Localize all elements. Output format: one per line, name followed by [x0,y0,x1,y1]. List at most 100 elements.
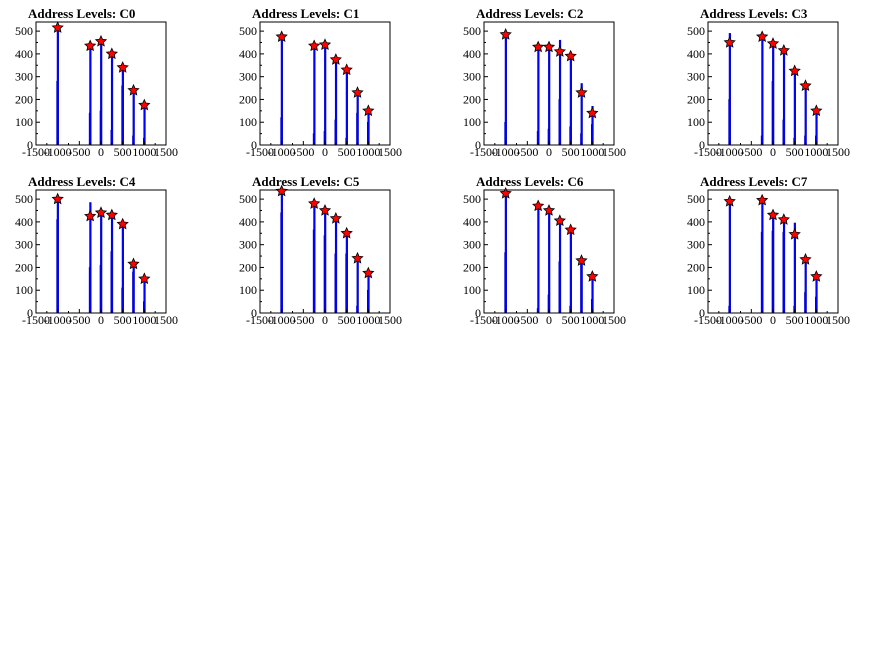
peak-marker [532,40,545,53]
x-tick-label: 500 [562,145,580,159]
histogram-bar [537,205,540,314]
y-tick-label: 200 [463,260,481,274]
x-tick-label: 1000 [356,313,380,327]
x-tick-label: 500 [786,145,804,159]
x-tick-label: 1000 [804,313,828,327]
x-tick-label: -500 [516,313,538,327]
histogram-bar [280,36,283,146]
x-tick-label: -1000 [44,145,72,159]
peak-marker [84,39,97,52]
histogram-bar [356,92,359,146]
x-tick-label: 1000 [356,145,380,159]
y-tick-label: 400 [687,215,705,229]
peak-marker [799,252,812,265]
peak-marker [138,272,151,285]
peak-marker [766,37,780,49]
peak-marker [766,208,780,221]
peak-marker [586,106,599,119]
histogram-bar [761,199,764,314]
x-tick-label: -1000 [492,313,520,327]
y-tick-label: 200 [239,260,257,274]
chart-title: Address Levels: C0 [28,6,135,21]
x-tick-label: 0 [546,313,552,327]
histogram-bar [548,46,551,146]
y-tick-label: 200 [239,92,257,106]
histogram-bar [313,203,316,314]
x-tick-label: -1500 [694,145,722,159]
chart-panel-c7: Address Levels: C70100200300400500-1500-… [687,174,850,327]
histogram-bar [143,278,146,314]
y-tick-label: 100 [463,283,481,297]
peak-marker [553,214,566,226]
peak-marker [810,270,823,282]
x-tick-label: -1500 [22,145,50,159]
histogram-bar [121,67,124,146]
chart-title: Address Levels: C4 [28,174,136,189]
x-tick-label: -500 [292,313,314,327]
histogram-bar [324,210,327,314]
y-tick-label: 400 [463,47,481,61]
histogram-bar [558,220,562,314]
y-tick-label: 300 [15,238,33,252]
peak-marker [105,47,118,60]
x-tick-label: -1500 [246,145,274,159]
peak-marker [275,184,288,197]
chart-title: Address Levels: C3 [700,6,808,21]
peak-marker [308,197,321,209]
histogram-bar [334,218,338,314]
x-tick-label: 1500 [154,145,178,159]
histogram-bar [580,260,583,314]
chart-panel-c3: Address Levels: C30100200300400500-1500-… [687,6,850,159]
peak-marker [84,209,97,222]
y-tick-label: 0 [27,138,33,152]
chart-title: Address Levels: C1 [252,6,359,21]
y-tick-label: 100 [687,115,705,129]
histogram-bar [504,34,507,146]
peak-marker [553,45,566,57]
y-tick-label: 400 [687,47,705,61]
y-tick-label: 500 [463,192,481,206]
y-tick-label: 500 [687,24,705,38]
peak-marker [542,204,556,216]
histogram-bar [56,27,59,146]
peak-marker [340,226,353,239]
histogram-bar [313,45,316,146]
y-tick-label: 0 [251,306,257,320]
histogram-bar [569,55,572,146]
y-tick-label: 500 [239,192,257,206]
histogram-bar [280,190,283,314]
x-tick-label: 1000 [132,145,156,159]
x-tick-label: 0 [322,145,328,159]
y-tick-label: 500 [463,24,481,38]
y-tick-label: 0 [475,138,481,152]
y-tick-label: 200 [15,260,33,274]
histogram-bar [132,90,135,146]
histogram-bar [558,39,562,146]
peak-marker [362,104,375,117]
y-tick-label: 0 [699,306,705,320]
histogram-bar [591,276,594,314]
peak-marker [723,36,736,48]
y-tick-label: 500 [15,192,33,206]
y-tick-label: 400 [15,215,33,229]
x-tick-label: 500 [114,145,132,159]
peak-marker [756,30,769,43]
histogram-bar [100,41,103,146]
histogram-bar [100,212,103,314]
peak-marker [51,192,64,205]
x-tick-label: -500 [740,145,762,159]
x-tick-label: 1500 [826,145,850,159]
histogram-bar [334,59,338,146]
x-tick-label: 0 [98,313,104,327]
histogram-bar [772,214,775,314]
chart-title: Address Levels: C7 [700,174,808,189]
x-tick-label: -1000 [44,313,72,327]
x-tick-label: -1000 [716,313,744,327]
histogram-bar [345,69,348,146]
y-tick-label: 0 [699,138,705,152]
histogram-bar [804,85,807,146]
histogram-bar [504,193,507,314]
x-tick-label: 0 [98,145,104,159]
y-tick-label: 300 [239,238,257,252]
y-tick-label: 100 [239,115,257,129]
